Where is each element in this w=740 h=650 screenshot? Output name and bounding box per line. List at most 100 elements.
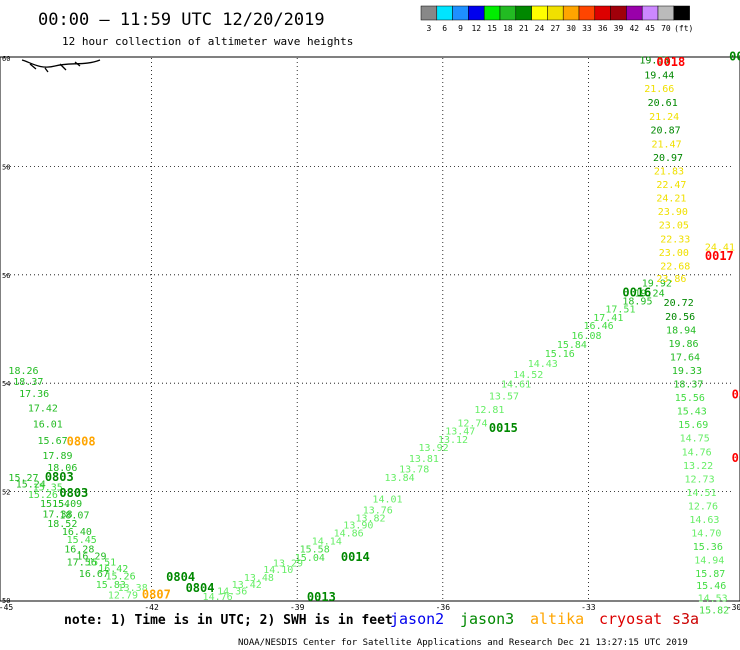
wave-height-label: 17.56 bbox=[67, 557, 97, 568]
wave-height-label: 14.43 bbox=[528, 359, 558, 370]
legend-label: 36 bbox=[598, 24, 608, 33]
wave-height-label: 16.08 bbox=[571, 331, 601, 342]
wave-height-label: 18.06 bbox=[47, 463, 77, 474]
wave-height-label: 20.56 bbox=[665, 312, 695, 323]
wave-height-label: 24.41 bbox=[705, 242, 735, 253]
x-tick-label: -39 bbox=[290, 603, 305, 612]
time-label: 0016 bbox=[622, 285, 651, 299]
wave-height-label: 12.73 bbox=[684, 474, 714, 485]
wave-height-label: 23.05 bbox=[659, 221, 689, 232]
wave-height-label: 15.58 bbox=[300, 544, 330, 555]
wave-height-label: 18.95 bbox=[622, 297, 652, 308]
legend-label: 15 bbox=[487, 24, 497, 33]
wave-height-label: 13.82 bbox=[355, 513, 385, 524]
legend-swatch bbox=[483, 5, 501, 21]
wave-height-label: 23.00 bbox=[659, 248, 689, 259]
wave-height-label: 15.83 bbox=[96, 580, 126, 591]
data-marks: 18.2618.3717.3617.4216.0115.6717.8918.06… bbox=[8, 50, 740, 617]
time-label: 0807 bbox=[142, 587, 171, 601]
wave-height-label: 15.69 bbox=[678, 420, 708, 431]
wave-height-label: 16.01 bbox=[33, 420, 63, 431]
wave-height-label: 14.14 bbox=[312, 537, 342, 548]
time-label: 0803 bbox=[45, 470, 74, 484]
wave-height-label: 14.86 bbox=[334, 529, 364, 540]
legend-swatch bbox=[515, 5, 532, 21]
legend-label: 39 bbox=[614, 24, 624, 33]
y-tick-label: 58 bbox=[2, 163, 10, 171]
wave-height-label: 18.94 bbox=[666, 325, 696, 336]
satellite-name: cryosat bbox=[599, 610, 662, 628]
wave-height-label: 13.78 bbox=[399, 465, 429, 476]
wave-height-label: 15.67 bbox=[38, 436, 68, 447]
legend-label: 18 bbox=[503, 24, 513, 33]
time-label: 0015 bbox=[489, 421, 518, 435]
legend-label: 3 bbox=[426, 24, 431, 33]
wave-height-label: 22.47 bbox=[656, 180, 686, 191]
legend-label: (ft) bbox=[674, 24, 693, 33]
wave-height-label: 14.53 bbox=[698, 594, 728, 605]
satellite-name: altika bbox=[530, 610, 584, 628]
time-label: 0804 bbox=[186, 581, 215, 595]
legend-swatch bbox=[531, 5, 548, 21]
legend-swatch bbox=[594, 5, 611, 21]
wave-height-label: 15.16 bbox=[545, 349, 575, 360]
wave-height-label: 14.76 bbox=[203, 592, 233, 603]
x-tick-label: -36 bbox=[436, 603, 451, 612]
legend-label: 6 bbox=[442, 24, 447, 33]
time-label: 0017 bbox=[705, 249, 734, 263]
wave-height-label: 16.28 bbox=[64, 544, 94, 555]
wave-height-label: 13.12 bbox=[438, 435, 468, 446]
satellite-name: s3a bbox=[672, 610, 699, 628]
legend-swatch bbox=[562, 5, 580, 21]
wave-height-label: 13.81 bbox=[409, 454, 439, 465]
chart-title: 00:00 — 11:59 UTC 12/20/2019 bbox=[38, 10, 325, 30]
legend-swatch bbox=[641, 5, 659, 21]
wave-height-label: 18.37 bbox=[13, 377, 43, 388]
footer-credit: NOAA/NESDIS Center for Satellite Applica… bbox=[238, 638, 688, 648]
time-label: 0804 bbox=[166, 570, 195, 584]
wave-height-label: 20.61 bbox=[648, 98, 678, 109]
legend-label: 24 bbox=[535, 24, 545, 33]
wave-height-label: 15.36 bbox=[693, 542, 723, 553]
satellite-legend: jason2 jason3 altika cryosat s3a bbox=[390, 610, 699, 628]
wave-height-label: 14.63 bbox=[689, 515, 719, 526]
wave-height-label: 15.26 bbox=[28, 490, 58, 501]
wave-height-label: 18.07 bbox=[59, 511, 89, 522]
wave-height-label: 14.70 bbox=[691, 529, 721, 540]
wave-height-label: 13.90 bbox=[343, 520, 373, 531]
wave-height-label: 21.83 bbox=[654, 167, 684, 178]
time-label: 0808 bbox=[67, 435, 96, 449]
wave-height-label: 21.24 bbox=[649, 112, 679, 123]
satellite-name: jason2 bbox=[390, 610, 444, 628]
wave-height-label: 17.89 bbox=[42, 451, 72, 462]
coastline bbox=[21, 59, 101, 73]
wave-height-label: 15.26 bbox=[105, 571, 135, 582]
grid-lines bbox=[6, 58, 734, 600]
satellite-name: jason3 bbox=[460, 610, 514, 628]
x-tick-label: -45 bbox=[0, 603, 13, 612]
wave-height-label: 17.38 bbox=[42, 510, 72, 521]
y-tick-label: 54 bbox=[2, 380, 10, 388]
wave-height-label: 15.51 bbox=[86, 557, 116, 568]
wave-height-label: 15.56 bbox=[675, 393, 705, 404]
wave-height-label: 19.86 bbox=[668, 339, 698, 350]
wave-height-label: 14.94 bbox=[694, 556, 724, 567]
legend-swatch bbox=[436, 5, 453, 21]
wave-height-label: 14.10 bbox=[263, 565, 293, 576]
legend-label: 12 bbox=[471, 24, 481, 33]
time-label: 0803 bbox=[59, 486, 88, 500]
wave-height-label: 18.37 bbox=[673, 380, 703, 391]
legend-label: 27 bbox=[550, 24, 560, 33]
wave-height-label: 16.29 bbox=[76, 551, 106, 562]
wave-height-label: 21.66 bbox=[644, 84, 674, 95]
wave-height-label: 20.97 bbox=[653, 153, 683, 164]
wave-height-label: 15.43 bbox=[677, 407, 707, 418]
legend-swatch bbox=[452, 5, 469, 21]
wave-height-label: 13.92 bbox=[419, 443, 449, 454]
wave-height-label: 15.35 bbox=[33, 483, 63, 494]
wave-height-label: 15.09 bbox=[52, 499, 82, 510]
y-tick-label: 60 bbox=[2, 55, 10, 63]
x-tick-label: -30 bbox=[727, 603, 740, 612]
legend-label: 21 bbox=[519, 24, 529, 33]
plot-frame bbox=[0, 56, 740, 602]
